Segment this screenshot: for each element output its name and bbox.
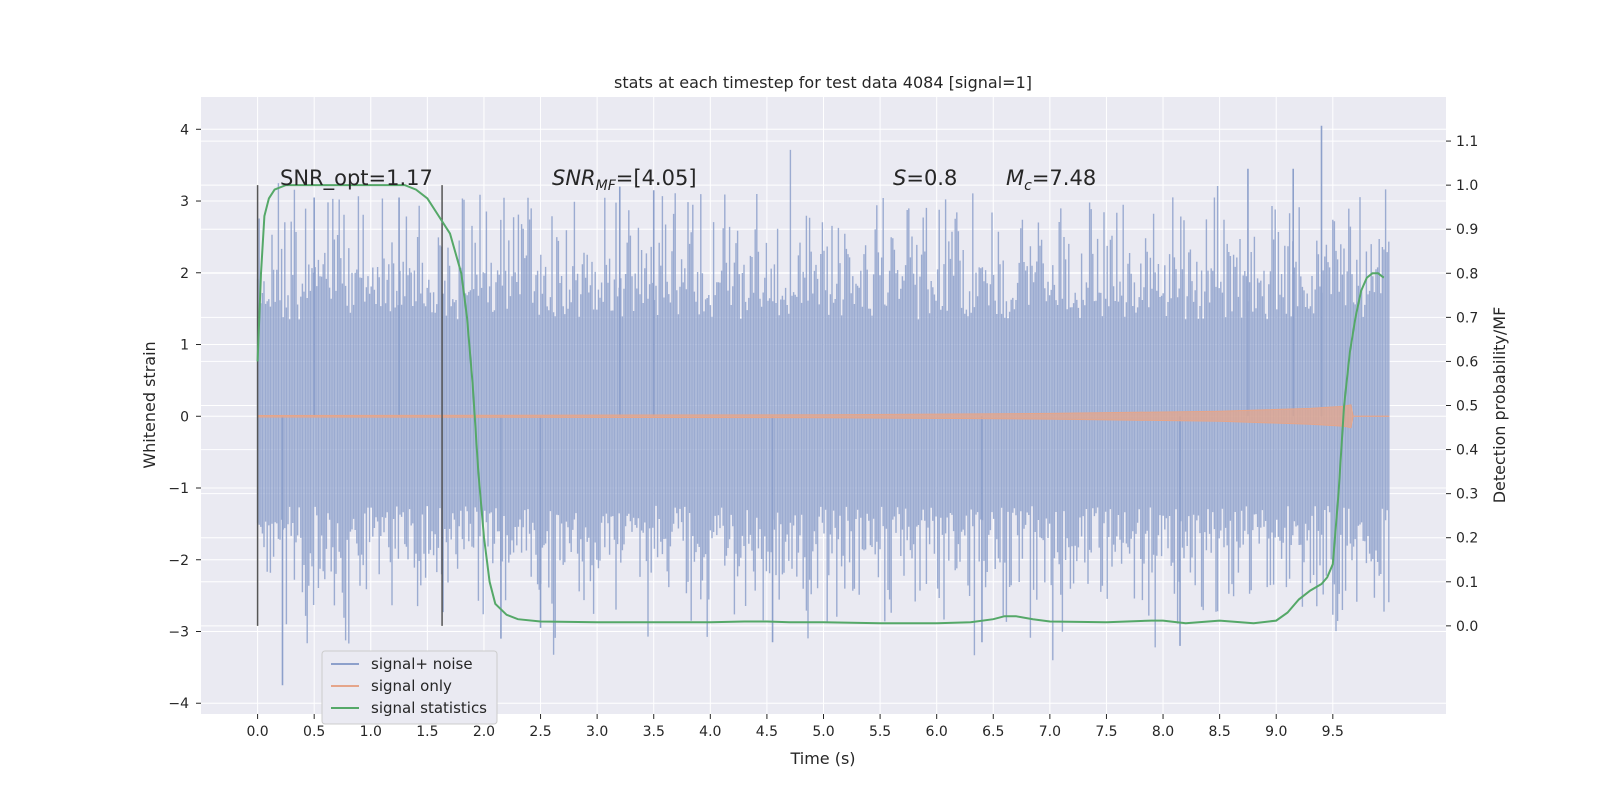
signal-noise-series (256, 125, 1390, 686)
x-tick-label: 9.0 (1265, 724, 1287, 740)
legend-box (321, 650, 498, 725)
x-axis-label: Time (s) (789, 749, 855, 768)
y2-tick-label: 0.9 (1456, 222, 1478, 238)
legend: signal+ noise signal only signal statist… (321, 650, 498, 725)
y2-tick-label: 0.8 (1456, 266, 1478, 282)
x-tick-label: 2.0 (473, 724, 495, 740)
x-tick-label: 7.5 (1095, 724, 1117, 740)
signal-statistics-line (256, 184, 1385, 625)
x-tick-label: 8.5 (1209, 724, 1231, 740)
x-tick-label: 4.0 (699, 724, 721, 740)
x-tick-label: 2.5 (529, 724, 551, 740)
x-tick-label: 7.0 (1039, 724, 1061, 740)
y2-tick-label: 0.2 (1456, 531, 1478, 547)
y-tick-label: 3 (180, 194, 189, 210)
x-tick-label: 4.5 (756, 724, 778, 740)
signal-only-series (257, 404, 1390, 429)
y2-tick-label: 0.1 (1456, 575, 1478, 591)
y-axis-label: Whitened strain (140, 341, 159, 468)
y-tick-label: −4 (168, 696, 189, 712)
y-tick-label: −2 (168, 553, 189, 569)
vertical-markers (256, 185, 443, 626)
y2-tick-label: 0.0 (1456, 619, 1478, 635)
x-axis-ticks: 0.0 0.5 1.0 1.5 2.0 2.5 3.0 3.5 4.0 4.5 5.0 5.5 6.0 6… (246, 714, 1344, 740)
y2-tick-label: 1.1 (1456, 134, 1478, 150)
snr-mf-annotation: SNRMF=[4.05] (552, 166, 697, 194)
y2-tick-label: 0.7 (1456, 310, 1478, 326)
chart-title: stats at each timestep for test data 408… (614, 73, 1032, 92)
signal-only-envelope (257, 404, 1354, 429)
legend-label-statistics: signal statistics (371, 699, 487, 717)
y-tick-label: −3 (168, 624, 189, 640)
s-annotation: S=0.8 (893, 166, 957, 190)
x-tick-label: 8.0 (1152, 724, 1174, 740)
y-tick-label: 1 (180, 338, 189, 354)
y-tick-label: 0 (180, 409, 189, 425)
x-tick-label: 5.0 (812, 724, 834, 740)
x-tick-label: 0.0 (246, 724, 268, 740)
y2-tick-label: 0.5 (1456, 399, 1478, 415)
x-tick-label: 3.0 (586, 724, 608, 740)
y2-tick-label: 0.4 (1456, 443, 1478, 459)
signal-statistics-series (256, 184, 1385, 625)
x-tick-label: 3.5 (643, 724, 665, 740)
y-tick-label: 4 (180, 122, 189, 138)
x-tick-label: 5.5 (869, 724, 891, 740)
y-tick-label: −1 (168, 481, 189, 497)
legend-label-noise: signal+ noise (371, 655, 473, 673)
y2-axis-ticks: 1.1 1.0 0.9 0.8 0.7 0.6 0.5 0.4 0.3 0.2 0.1 0.0 (1446, 134, 1478, 635)
x-tick-label: 0.5 (303, 724, 325, 740)
x-tick-label: 1.5 (416, 724, 438, 740)
y2-tick-label: 0.6 (1456, 354, 1478, 370)
legend-label-signal: signal only (371, 677, 452, 695)
x-tick-label: 9.5 (1322, 724, 1344, 740)
y-tick-label: 2 (180, 266, 189, 282)
snr-opt-annotation: SNR_opt=1.17 (280, 166, 433, 191)
y-axis-ticks: 4 3 2 1 0 −1 −2 −3 −4 (168, 122, 201, 712)
x-tick-label: 1.0 (360, 724, 382, 740)
mc-annotation: Mc=7.48 (1006, 166, 1096, 194)
x-tick-label: 6.0 (926, 724, 948, 740)
y2-axis-label: Detection probability/MF (1490, 307, 1509, 504)
y2-tick-label: 0.3 (1456, 487, 1478, 503)
x-tick-label: 6.5 (982, 724, 1004, 740)
y2-tick-label: 1.0 (1456, 178, 1478, 194)
